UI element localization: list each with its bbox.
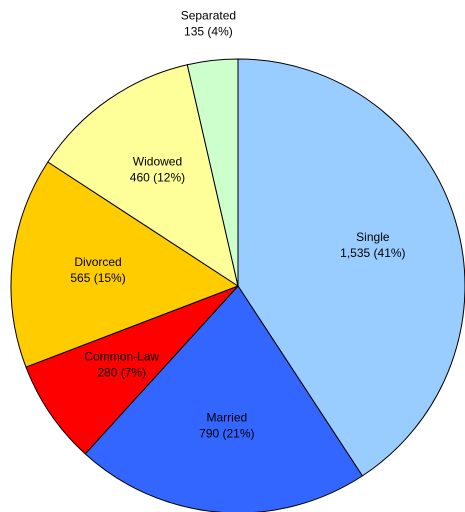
slice-label: Single <box>356 230 390 244</box>
pie-slice <box>25 285 239 455</box>
pie-slice <box>47 64 239 288</box>
slice-value-label: 460 (12%) <box>130 171 185 185</box>
slice-value-label: 1,535 (41%) <box>340 246 405 260</box>
slice-value-label: 565 (15%) <box>70 271 125 285</box>
slice-label: Common-Law <box>84 349 159 363</box>
pie-slice <box>84 285 364 512</box>
slice-value-label: 135 (4%) <box>184 25 233 39</box>
pie-slice <box>10 161 240 368</box>
slice-label: Married <box>207 410 248 424</box>
slice-value-label: 280 (7%) <box>97 365 146 379</box>
slice-label: Divorced <box>74 255 121 269</box>
slice-label: Separated <box>181 9 236 23</box>
slice-value-label: 790 (21%) <box>199 426 254 440</box>
slice-label: Widowed <box>133 155 182 169</box>
pie-slice <box>237 58 465 477</box>
pie-slice <box>186 58 239 287</box>
